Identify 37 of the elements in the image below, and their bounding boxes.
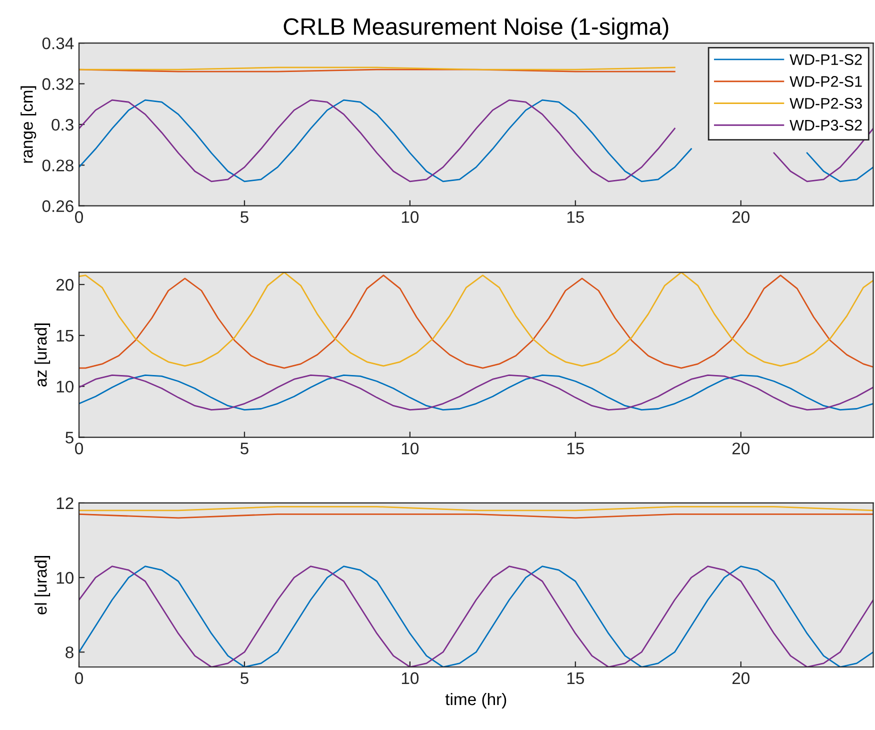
x-tick-label: 0 [75,442,83,454]
y-tick-label: 10 [56,572,74,584]
x-tick-label: 5 [240,211,248,223]
y-tick-label: 12 [56,497,74,510]
y-tick-label: 0.28 [42,160,74,172]
x-tick-label: 15 [567,442,584,454]
y-tick-label: 0.34 [42,37,74,50]
x-axis-title: time (hr) [445,692,506,708]
y-tick-label: 0.26 [42,200,74,212]
y-tick-label: 15 [56,330,74,342]
y-tick-label: 0.32 [42,78,74,90]
y-tick-label: 0.3 [52,118,74,131]
y-tick-label: 10 [56,380,74,393]
x-tick-label: 5 [240,672,248,684]
x-tick-label: 0 [75,211,83,223]
legend-label: WD-P3-S2 [790,120,862,131]
line-series [79,374,874,410]
x-tick-label: 0 [75,672,83,684]
y-axis-title: range [cm] [20,86,36,163]
legend-label: WD-P2-S3 [790,98,862,109]
x-tick-label: 20 [732,672,750,684]
y-axis-title: el [urad] [34,556,50,614]
x-tick-label: 5 [240,442,248,454]
x-tick-label: 10 [402,211,419,223]
x-tick-label: 10 [402,442,419,454]
y-axis-title: az [urad] [34,324,50,386]
x-tick-label: 15 [567,211,584,223]
x-tick-label: 10 [402,672,419,684]
y-tick-label: 20 [56,278,74,291]
x-tick-label: 20 [732,211,750,223]
chart-title: CRLB Measurement Noise (1-sigma) [284,18,668,40]
x-tick-label: 20 [732,442,750,454]
y-tick-label: 5 [66,432,74,444]
x-tick-label: 15 [567,672,584,684]
legend-label: WD-P1-S2 [790,54,862,65]
y-tick-label: 8 [66,646,74,658]
legend-label: WD-P2-S1 [790,76,862,87]
